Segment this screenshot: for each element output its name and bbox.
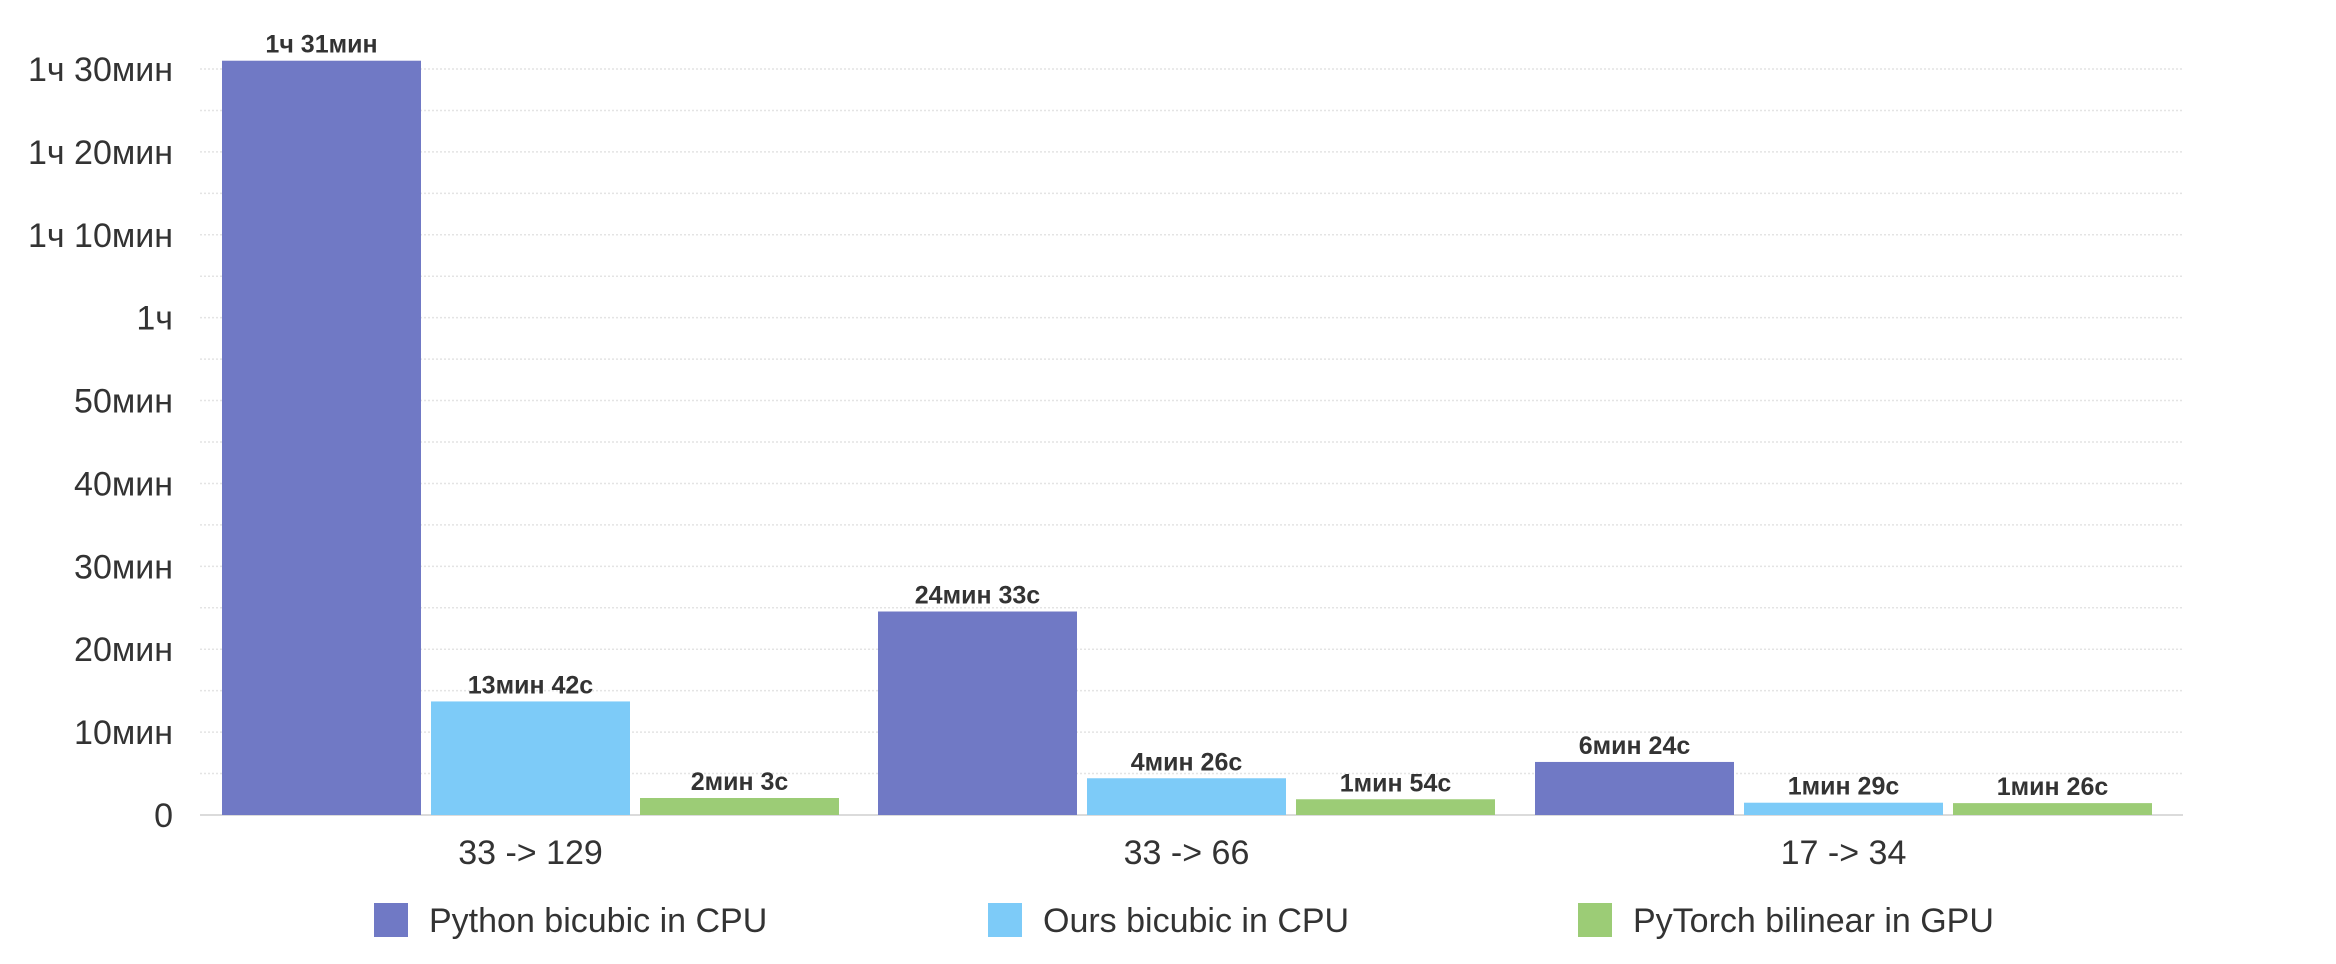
x-tick-label: 33 -> 129: [458, 834, 603, 872]
bar-value-label: 13мин 42с: [468, 671, 594, 699]
y-axis: 0 10мин 20мин 30мин 40мин 50мин 1ч 1ч 10мин 1ч 2…: [28, 51, 173, 835]
y-tick-label: 1ч 10мин: [28, 217, 173, 255]
bar-value-label: 1ч 31мин: [265, 31, 377, 59]
bar: [1744, 802, 1943, 815]
bar-value-label: 1мин 26с: [1997, 773, 2109, 801]
legend-label: PyTorch bilinear in GPU: [1633, 902, 1994, 940]
y-tick-label: 1ч 20мин: [28, 134, 173, 172]
y-tick-label: 1ч: [136, 300, 173, 338]
legend-item: PyTorch bilinear in GPU: [1578, 902, 1994, 940]
data-labels: 1ч 31мин 13мин 42с 2мин 3с 24мин 33с 4мин 26…: [265, 31, 2108, 801]
legend-swatch: [988, 903, 1022, 937]
bar-value-label: 4мин 26с: [1131, 748, 1243, 776]
y-tick-label: 40мин: [74, 465, 173, 503]
legend: Python bicubic in CPU Ours bicubic in CPU…: [374, 902, 1994, 940]
y-tick-label: 1ч 30мин: [28, 51, 173, 89]
bar: [640, 798, 839, 815]
y-tick-label: 20мин: [74, 631, 173, 669]
y-tick-label: 10мин: [74, 714, 173, 752]
gridlines: [200, 68, 2183, 816]
bar-value-label: 1мин 54с: [1340, 769, 1452, 797]
bar: [431, 701, 630, 815]
y-tick-label: 50мин: [74, 383, 173, 421]
bar: [878, 611, 1077, 815]
bar: [1953, 803, 2152, 815]
legend-item: Python bicubic in CPU: [374, 902, 767, 940]
legend-swatch: [374, 903, 408, 937]
x-axis: 33 -> 129 33 -> 66 17 -> 34: [458, 834, 1906, 872]
bar-value-label: 1мин 29с: [1788, 773, 1900, 801]
legend-label: Ours bicubic in CPU: [1043, 902, 1349, 940]
legend-label: Python bicubic in CPU: [429, 902, 767, 940]
bar: [1087, 778, 1286, 815]
y-tick-label: 30мин: [74, 548, 173, 586]
bar-value-label: 6мин 24с: [1579, 732, 1691, 760]
bar: [1535, 761, 1734, 815]
bar-value-label: 24мин 33с: [915, 582, 1041, 610]
bar: [222, 60, 421, 815]
bar: [1296, 799, 1495, 815]
x-tick-label: 33 -> 66: [1124, 834, 1250, 872]
bar-value-label: 2мин 3с: [691, 768, 789, 796]
legend-item: Ours bicubic in CPU: [988, 902, 1349, 940]
legend-swatch: [1578, 903, 1612, 937]
x-tick-label: 17 -> 34: [1781, 834, 1907, 872]
bars: [222, 60, 2152, 815]
y-tick-label: 0: [154, 797, 173, 835]
